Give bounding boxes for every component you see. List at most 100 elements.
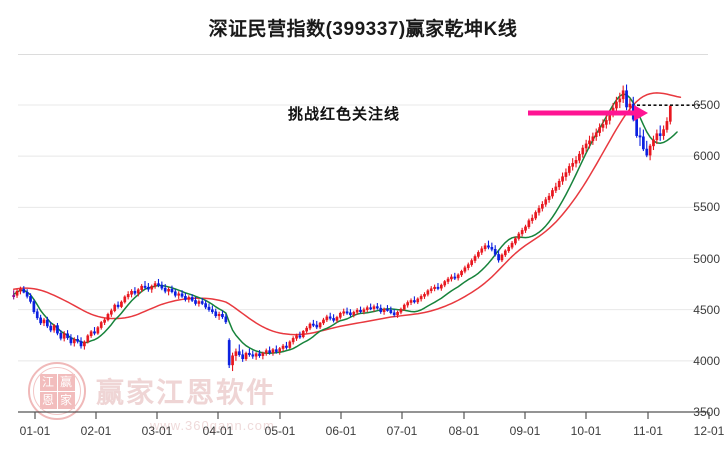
candle-body xyxy=(557,180,561,188)
candle-body xyxy=(274,349,278,352)
candle-body xyxy=(298,335,302,338)
candle-body xyxy=(244,352,248,360)
page-title: 深证民营指数(399337)赢家乾坤K线 xyxy=(208,19,518,40)
candle-body xyxy=(638,135,642,138)
candle-body xyxy=(477,252,480,257)
candle-body xyxy=(79,341,83,347)
y-axis-tick-label: 3500 xyxy=(693,405,720,419)
candle-body xyxy=(69,337,73,344)
candle-body xyxy=(268,350,271,353)
x-axis-tick-label: 09-01 xyxy=(509,424,541,438)
candle-body xyxy=(642,136,645,150)
candle-body xyxy=(658,133,662,136)
candle-body xyxy=(120,301,123,307)
y-axis-tick-label: 4500 xyxy=(693,302,720,317)
candle-body xyxy=(396,311,399,316)
candle-body xyxy=(382,308,386,312)
candle-body xyxy=(72,339,76,344)
candle-body xyxy=(173,291,177,296)
candle-body xyxy=(365,307,369,310)
candle-body xyxy=(402,304,406,310)
candle-body xyxy=(130,290,133,295)
candle-body xyxy=(170,288,174,293)
candle-body xyxy=(295,335,298,339)
x-axis-tick-label: 06-01 xyxy=(325,424,357,438)
candle-body xyxy=(524,226,527,231)
candle-body xyxy=(29,296,32,302)
candle-body xyxy=(194,300,197,304)
candle-body xyxy=(76,339,80,342)
candle-body xyxy=(140,285,143,290)
candle-body xyxy=(342,311,346,314)
candle-body xyxy=(66,333,69,339)
candle-body xyxy=(160,284,164,289)
candle-body xyxy=(668,105,672,122)
candle-body xyxy=(413,300,416,303)
candle-body xyxy=(116,304,120,307)
candle-body xyxy=(150,285,154,290)
candle-body xyxy=(204,303,207,308)
candle-body xyxy=(177,293,181,296)
candle-body xyxy=(500,254,504,261)
candle-body xyxy=(106,314,110,321)
x-axis-tick-label: 05-01 xyxy=(264,424,296,438)
candle-body xyxy=(416,298,420,303)
candle-body xyxy=(470,260,473,265)
candle-body xyxy=(352,311,356,316)
candle-body xyxy=(372,306,376,309)
candle-body xyxy=(379,307,383,312)
candle-body xyxy=(184,296,187,300)
candle-body xyxy=(645,148,649,156)
candle-body xyxy=(86,335,90,343)
candle-body xyxy=(56,325,59,334)
x-axis-tick-label: 08-01 xyxy=(448,424,480,438)
candle-body xyxy=(507,246,511,252)
candle-body xyxy=(473,256,477,261)
candle-body xyxy=(463,267,467,272)
candle-body xyxy=(180,293,184,297)
candle-body xyxy=(338,312,342,318)
candle-body xyxy=(49,325,53,331)
candle-body xyxy=(567,166,571,173)
ma-fast-line-path xyxy=(12,93,678,355)
candle-body xyxy=(574,160,578,164)
candle-body xyxy=(615,101,618,109)
candle-body xyxy=(571,163,575,167)
candle-body xyxy=(628,103,632,108)
candle-body xyxy=(308,323,312,329)
candle-body xyxy=(231,355,234,366)
candle-body xyxy=(147,286,150,290)
candle-body xyxy=(89,331,93,337)
candle-body xyxy=(426,290,430,295)
annotation-arrow-head xyxy=(634,105,648,121)
candle-body xyxy=(211,309,214,312)
candle-body xyxy=(328,316,332,319)
candle-body xyxy=(157,283,160,286)
candle-body xyxy=(665,121,669,130)
candle-body xyxy=(281,345,285,349)
candle-body xyxy=(221,314,224,318)
candle-body xyxy=(187,297,191,300)
candle-body xyxy=(564,172,568,177)
x-axis-tick-label: 11-01 xyxy=(633,424,663,438)
header-divider xyxy=(18,54,708,55)
candle-body xyxy=(392,312,396,316)
candle-body xyxy=(520,230,524,235)
x-axis-tick-label: 07-01 xyxy=(386,424,418,438)
candle-body xyxy=(652,139,655,147)
candle-body xyxy=(335,317,339,321)
candle-body xyxy=(490,246,494,250)
candle-body xyxy=(224,316,228,323)
candle-body xyxy=(591,136,595,142)
candle-body xyxy=(655,133,659,141)
candle-body xyxy=(190,297,194,301)
candle-body xyxy=(514,238,517,244)
candle-body xyxy=(200,301,204,304)
candle-body xyxy=(635,119,638,136)
x-axis-tick-label: 02-01 xyxy=(80,424,112,438)
ma-slow-line-path xyxy=(12,92,682,336)
annotation-arrow xyxy=(528,105,648,121)
candle-body xyxy=(133,290,137,294)
candle-body xyxy=(618,98,622,103)
candle-body xyxy=(264,350,268,354)
